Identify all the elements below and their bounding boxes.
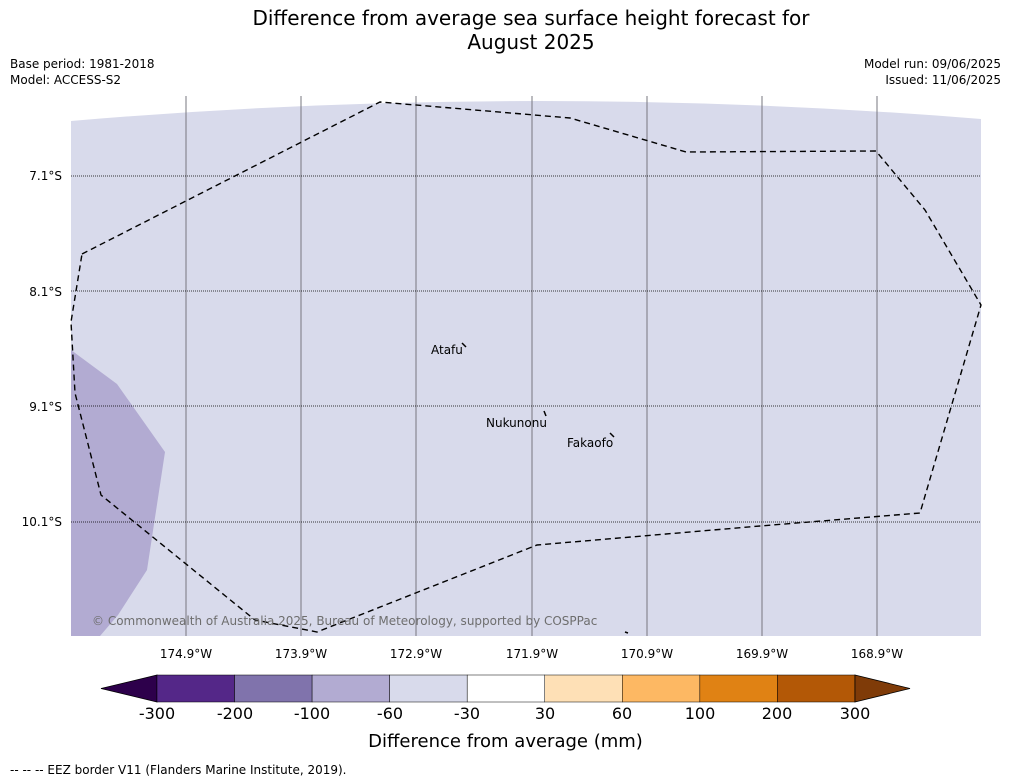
title-line-1: Difference from average sea surface heig… bbox=[252, 6, 810, 30]
colorbar-segment bbox=[234, 674, 313, 703]
colorbar-segment bbox=[699, 674, 778, 703]
meta-right: Model run: 09/06/2025 Issued: 11/06/2025 bbox=[864, 56, 1001, 88]
island-small-mark bbox=[624, 631, 629, 634]
parallels bbox=[71, 175, 981, 523]
map-background bbox=[71, 100, 981, 637]
model-run: Model run: 09/06/2025 bbox=[863, 57, 1001, 71]
colorbar-tick: 60 bbox=[611, 704, 633, 723]
copyright-notice: © Commonwealth of Australia 2025, Bureau… bbox=[92, 614, 598, 628]
lon-label: 170.9°W bbox=[620, 647, 674, 661]
colorbar-segment bbox=[311, 674, 390, 703]
meta-left: Base period: 1981-2018 Model: ACCESS-S2 bbox=[10, 56, 155, 88]
colorbar-tick: -30 bbox=[453, 704, 481, 723]
colorbar-extend-left bbox=[100, 674, 158, 703]
place-label-fakaofo: Fakaofo bbox=[567, 436, 614, 450]
colorbar-segment bbox=[466, 674, 546, 703]
base-period: Base period: 1981-2018 bbox=[10, 57, 155, 71]
colorbar-label: Difference from average (mm) bbox=[368, 731, 643, 752]
colorbar-tick: -200 bbox=[216, 704, 254, 723]
colorbar-tick: 300 bbox=[839, 704, 871, 723]
colorbar-segment bbox=[389, 674, 468, 703]
eez-border bbox=[70, 101, 982, 633]
island-fakaofo-mark bbox=[609, 432, 615, 438]
lon-label: 169.9°W bbox=[735, 647, 789, 661]
colorbar-tick: 100 bbox=[684, 704, 716, 723]
chart-title: Difference from average sea surface heig… bbox=[0, 6, 1011, 54]
lat-label: 7.1°S bbox=[29, 169, 62, 183]
colorbar-tick: 30 bbox=[534, 704, 556, 723]
place-label-atafu: Atafu bbox=[431, 343, 463, 357]
title-line-2: August 2025 bbox=[467, 30, 595, 54]
colorbar-tick: 200 bbox=[761, 704, 793, 723]
model-name: Model: ACCESS-S2 bbox=[10, 73, 122, 87]
lat-label: 9.1°S bbox=[29, 400, 62, 414]
lon-label: 173.9°W bbox=[274, 647, 328, 661]
colorbar-tick: -300 bbox=[138, 704, 176, 723]
colorbar-tick: -60 bbox=[376, 704, 404, 723]
colorbar-segment bbox=[544, 674, 623, 703]
lat-label: 8.1°S bbox=[29, 285, 62, 299]
meridians bbox=[185, 96, 878, 636]
lon-label: 174.9°W bbox=[159, 647, 213, 661]
eez-legend-footer: -- -- -- EEZ border V11 (Flanders Marine… bbox=[10, 763, 347, 777]
colorbar-tick: -100 bbox=[293, 704, 331, 723]
lat-label: 10.1°S bbox=[21, 515, 62, 529]
lon-label: 171.9°W bbox=[505, 647, 559, 661]
island-atafu-mark bbox=[461, 342, 467, 348]
place-label-nukunonu: Nukunonu bbox=[486, 416, 547, 430]
colorbar-segment bbox=[777, 674, 856, 703]
island-marks bbox=[461, 342, 629, 634]
anomaly-region bbox=[71, 350, 165, 636]
issued-date: Issued: 11/06/2025 bbox=[885, 73, 1001, 87]
colorbar-extend-right bbox=[854, 674, 911, 703]
lon-label: 172.9°W bbox=[389, 647, 443, 661]
colorbar-segment bbox=[156, 674, 235, 703]
colorbar bbox=[100, 674, 911, 703]
lon-label: 168.9°W bbox=[850, 647, 904, 661]
colorbar-segment bbox=[622, 674, 701, 703]
island-nukunonu-mark bbox=[543, 410, 547, 417]
